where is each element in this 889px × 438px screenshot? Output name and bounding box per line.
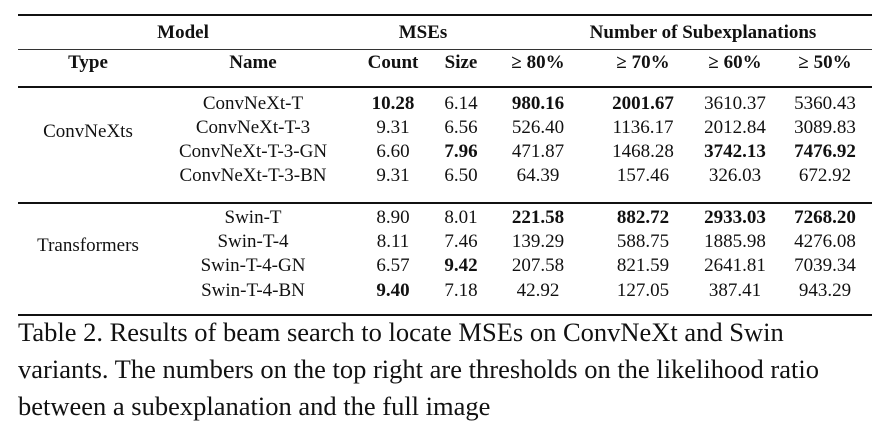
subexpl-50: 672.92 <box>798 165 852 186</box>
mse-size: 6.56 <box>444 117 478 138</box>
subexpl-70: 821.59 <box>616 255 670 276</box>
subexpl-80: 471.87 <box>511 141 565 162</box>
mse-count: 8.90 <box>376 207 410 228</box>
header-count: Count <box>367 52 419 73</box>
mse-count: 6.57 <box>376 255 410 276</box>
header-rule <box>18 86 872 88</box>
header-size: Size <box>444 52 478 73</box>
header-model: Model <box>157 22 209 43</box>
header-threshold-70: ≥ 70% <box>616 52 670 73</box>
mse-count: 9.40 <box>376 280 410 301</box>
mse-count: 8.11 <box>376 231 410 252</box>
subexpl-70: 882.72 <box>616 207 670 228</box>
bottom-rule <box>18 314 872 316</box>
subexpl-70: 2001.67 <box>612 93 674 114</box>
model-name: ConvNeXt-T-3-BN <box>179 165 327 186</box>
mse-size: 7.96 <box>444 141 478 162</box>
group-separator-rule <box>18 202 872 204</box>
table-caption: Table 2. Results of beam search to locat… <box>18 317 819 421</box>
header-name: Name <box>229 52 277 73</box>
top-rule <box>18 14 872 16</box>
subexpl-80: 139.29 <box>511 231 565 252</box>
model-name: ConvNeXt-T-3 <box>195 117 311 138</box>
subexpl-50: 7268.20 <box>794 207 856 228</box>
subexpl-60: 3742.13 <box>704 141 766 162</box>
subexpl-70: 157.46 <box>616 165 670 186</box>
subexpl-60: 326.03 <box>708 165 762 186</box>
subexpl-80: 64.39 <box>516 165 560 186</box>
mse-size: 9.42 <box>444 255 478 276</box>
subexpl-60: 2012.84 <box>704 117 766 138</box>
mse-count: 10.28 <box>371 93 415 114</box>
subexpl-80: 526.40 <box>511 117 565 138</box>
mse-count: 9.31 <box>376 117 410 138</box>
subexpl-60: 1885.98 <box>704 231 766 252</box>
subexpl-50: 943.29 <box>798 280 852 301</box>
mse-size: 7.46 <box>444 231 478 252</box>
subexpl-50: 3089.83 <box>794 117 856 138</box>
subexpl-70: 127.05 <box>616 280 670 301</box>
subexpl-60: 3610.37 <box>704 93 766 114</box>
subexpl-60: 2933.03 <box>704 207 766 228</box>
subexpl-80: 221.58 <box>511 207 565 228</box>
model-name: Swin-T-4-GN <box>200 255 306 276</box>
mse-count: 9.31 <box>376 165 410 186</box>
header-type: Type <box>68 52 108 73</box>
subexpl-80: 980.16 <box>511 93 565 114</box>
group-type-transformers: Transformers <box>37 235 139 256</box>
mse-size: 7.18 <box>444 280 478 301</box>
mse-count: 6.60 <box>376 141 410 162</box>
header-threshold-80: ≥ 80% <box>511 52 565 73</box>
mse-size: 6.14 <box>444 93 478 114</box>
subexpl-70: 1468.28 <box>612 141 674 162</box>
mse-size: 6.50 <box>444 165 478 186</box>
mse-size: 8.01 <box>444 207 478 228</box>
subexpl-80: 207.58 <box>511 255 565 276</box>
header-threshold-50: ≥ 50% <box>798 52 852 73</box>
subexpl-50: 7476.92 <box>794 141 856 162</box>
model-name: Swin-T <box>224 207 282 228</box>
subexpl-50: 4276.08 <box>794 231 856 252</box>
subexpl-70: 1136.17 <box>612 117 674 138</box>
subexpl-50: 5360.43 <box>794 93 856 114</box>
header-threshold-60: ≥ 60% <box>708 52 762 73</box>
header-mses: MSEs <box>398 22 448 43</box>
model-name: Swin-T-4 <box>217 231 289 252</box>
header-cmidrule <box>18 49 872 50</box>
subexpl-70: 588.75 <box>616 231 670 252</box>
model-name: ConvNeXt-T <box>202 93 304 114</box>
header-subexplanations: Number of Subexplanations <box>589 22 817 43</box>
model-name: ConvNeXt-T-3-GN <box>178 141 328 162</box>
subexpl-60: 387.41 <box>708 280 762 301</box>
group-type-convnexts: ConvNeXts <box>43 121 133 142</box>
model-name: Swin-T-4-BN <box>201 280 305 301</box>
subexpl-80: 42.92 <box>516 280 560 301</box>
subexpl-50: 7039.34 <box>794 255 856 276</box>
subexpl-60: 2641.81 <box>704 255 766 276</box>
